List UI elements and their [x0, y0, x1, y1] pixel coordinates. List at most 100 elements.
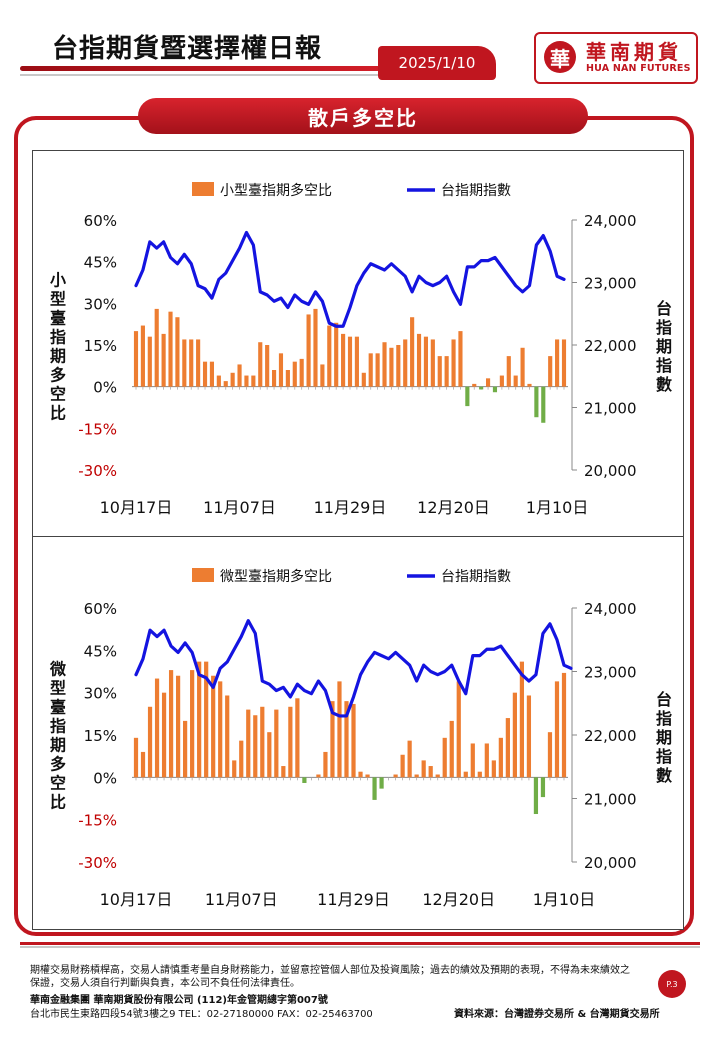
bar: [472, 383, 477, 387]
report-title: 台指期貨暨選擇權日報: [52, 34, 323, 64]
bar: [323, 751, 328, 778]
y-right-tick-label: 21,000: [584, 791, 637, 809]
bar: [183, 720, 188, 778]
y-right-tick-label: 22,000: [584, 337, 637, 355]
footer-disclaimer: 期權交易財務槓桿高，交易人請慎重考量自身財務能力，並留意控管個人部位及投資風險；…: [30, 965, 630, 989]
bar: [147, 336, 152, 387]
y-right-tick-label: 20,000: [584, 462, 637, 480]
bar: [505, 718, 510, 778]
bar: [428, 766, 433, 778]
x-tick-label: 11月29日: [314, 498, 387, 517]
bar: [393, 774, 398, 778]
bar: [354, 336, 359, 387]
bar: [232, 760, 237, 778]
bar: [540, 777, 546, 798]
bar: [520, 347, 525, 387]
y-right-tick-label: 24,000: [584, 212, 637, 230]
y-right-tick-label: 22,000: [584, 727, 637, 745]
footer-company: 華南金融集團 華南期貨股份有限公司 (112)年金管期總字第007號: [30, 995, 328, 1006]
bar: [526, 695, 532, 778]
y-right-tick-label: 23,000: [584, 664, 637, 682]
footer-data-source: 資料來源：台灣證券交易所 & 台灣期貨交易所: [454, 1009, 660, 1020]
bar: [533, 777, 539, 815]
chart-panel: [32, 150, 684, 930]
bar: [168, 311, 173, 387]
company-logo: 華 華南期貨 HUA NAN FUTURES: [534, 32, 698, 84]
bar: [258, 342, 263, 387]
bar: [278, 353, 284, 387]
bar: [140, 325, 145, 387]
bar: [316, 774, 321, 778]
bar: [265, 345, 270, 387]
bar: [271, 370, 277, 387]
legend-bar-swatch: [192, 182, 214, 196]
bar: [442, 737, 447, 778]
bar: [168, 670, 174, 778]
bar: [147, 706, 153, 778]
logo-chinese-name: 華南期貨: [586, 40, 682, 64]
bar: [341, 333, 346, 387]
bar: [285, 370, 290, 387]
bar: [492, 386, 498, 393]
bar: [382, 342, 387, 387]
bar: [274, 709, 279, 778]
x-tick-label: 11月29日: [317, 890, 390, 909]
x-tick-label: 1月10日: [526, 498, 589, 517]
bar: [154, 678, 160, 778]
bar: [498, 737, 503, 778]
footer-rule-shadow: [20, 946, 700, 948]
logo-english-name: HUA NAN FUTURES: [586, 63, 691, 74]
y-left-tick-label: 0%: [93, 379, 117, 397]
y-left-tick-label: 60%: [84, 212, 117, 230]
bar: [361, 372, 366, 387]
bar: [512, 692, 517, 778]
y-left-tick-label: 15%: [84, 337, 117, 355]
bar: [456, 681, 461, 778]
bar: [320, 364, 325, 387]
bar: [330, 701, 335, 778]
bar: [477, 771, 482, 778]
bar: [435, 774, 440, 778]
bar: [140, 751, 146, 778]
bar: [237, 364, 242, 387]
bar: [410, 317, 415, 387]
x-tick-label: 10月17日: [100, 498, 173, 517]
x-tick-label: 11月07日: [205, 890, 278, 909]
bar: [175, 317, 180, 387]
bar: [211, 675, 216, 778]
bar: [444, 356, 449, 387]
bar: [479, 386, 484, 390]
bar: [337, 681, 342, 778]
bar: [299, 358, 304, 387]
bar: [313, 308, 318, 387]
bar: [281, 766, 286, 778]
bar: [161, 333, 166, 387]
bar: [470, 743, 475, 778]
bar: [437, 356, 442, 387]
bar: [260, 706, 265, 778]
x-tick-label: 12月20日: [417, 498, 490, 517]
y-left-tick-label: -15%: [78, 420, 117, 438]
legend-bar-swatch: [192, 568, 214, 582]
bar: [463, 771, 468, 778]
bar: [555, 339, 560, 387]
bar: [347, 336, 353, 387]
footer-address: 台北市民生東路四段54號3樓之9 TEL：02-27180000 FAX：02-…: [30, 1009, 373, 1020]
bar: [407, 740, 412, 778]
bar: [368, 353, 373, 387]
bar: [423, 336, 429, 387]
bar: [218, 681, 223, 778]
bar: [416, 333, 422, 387]
bar: [244, 375, 249, 387]
index-line-series: [134, 230, 566, 328]
bar: [451, 339, 456, 387]
bar: [458, 331, 463, 387]
bar: [400, 754, 405, 778]
bar: [202, 361, 208, 387]
bar: [253, 715, 258, 778]
bar: [379, 777, 384, 789]
bar: [216, 375, 221, 387]
chart-micro-taiex-ratio: 微型臺指期多空比 台指期指數60%45%30%15%0%-15%-30%24,00…: [49, 568, 672, 909]
bar: [519, 661, 525, 778]
bar: [358, 771, 363, 778]
